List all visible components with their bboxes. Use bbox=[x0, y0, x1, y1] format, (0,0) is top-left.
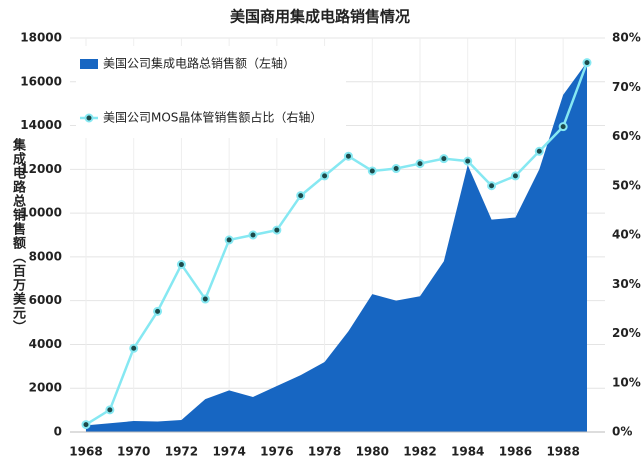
x-tick-label: 1982 bbox=[403, 445, 436, 459]
marker bbox=[176, 260, 186, 270]
y2-tick-label: 10% bbox=[612, 375, 641, 389]
marker bbox=[343, 151, 353, 161]
marker bbox=[510, 171, 520, 181]
y-tick-label: 16000 bbox=[20, 74, 62, 88]
chart-title: 美国商用集成电路销售情况 bbox=[230, 8, 410, 26]
y2-tick-label: 70% bbox=[612, 80, 641, 94]
y-tick-label: 18000 bbox=[20, 31, 62, 45]
y2-tick-label: 60% bbox=[612, 129, 641, 143]
marker bbox=[582, 58, 592, 68]
marker bbox=[463, 156, 473, 166]
x-tick-label: 1968 bbox=[69, 445, 102, 459]
line bbox=[85, 62, 589, 426]
marker bbox=[487, 181, 497, 191]
marker bbox=[391, 164, 401, 174]
marker bbox=[415, 159, 425, 169]
marker bbox=[105, 405, 115, 415]
x-tick-label: 1988 bbox=[546, 445, 579, 459]
legend-marker bbox=[84, 113, 94, 123]
y2-tick-label: 40% bbox=[612, 228, 641, 242]
y-tick-label: 0 bbox=[54, 425, 62, 439]
y-tick-label: 6000 bbox=[29, 293, 62, 307]
x-tick-label: 1978 bbox=[308, 445, 341, 459]
y2-tick-label: 80% bbox=[612, 31, 641, 45]
marker bbox=[439, 154, 449, 164]
legend-box bbox=[76, 46, 346, 138]
marker bbox=[296, 191, 306, 201]
marker bbox=[153, 306, 163, 316]
marker bbox=[272, 225, 282, 235]
y-tick-label: 10000 bbox=[20, 206, 62, 220]
y-tick-label: 12000 bbox=[20, 162, 62, 176]
x-tick-label: 1970 bbox=[117, 445, 150, 459]
legend-label: 美国公司集成电路总销售额（左轴） bbox=[103, 56, 295, 71]
x-tick-label: 1976 bbox=[260, 445, 293, 459]
marker bbox=[534, 146, 544, 156]
x-tick-label: 1986 bbox=[499, 445, 532, 459]
legend-swatch bbox=[80, 59, 98, 69]
y2-tick-label: 50% bbox=[612, 178, 641, 192]
y2-tick-label: 20% bbox=[612, 326, 641, 340]
y2-tick-label: 0% bbox=[612, 425, 632, 439]
x-tick-label: 1972 bbox=[165, 445, 198, 459]
x-tick-label: 1974 bbox=[212, 445, 245, 459]
marker bbox=[320, 171, 330, 181]
y-axis-label: 集成电路总销售额（百万美元） bbox=[10, 138, 25, 334]
marker bbox=[81, 420, 91, 430]
y-tick-label: 4000 bbox=[29, 337, 62, 351]
x-tick-label: 1984 bbox=[451, 445, 484, 459]
y-tick-label: 2000 bbox=[29, 381, 62, 395]
marker bbox=[224, 235, 234, 245]
legend-label: 美国公司MOS晶体管销售额占比（右轴） bbox=[103, 110, 322, 125]
y-tick-label: 14000 bbox=[20, 118, 62, 132]
marker bbox=[200, 294, 210, 304]
marker bbox=[129, 343, 139, 353]
area bbox=[86, 62, 587, 432]
marker bbox=[248, 230, 258, 240]
y-tick-label: 8000 bbox=[29, 249, 62, 263]
x-tick-label: 1980 bbox=[356, 445, 389, 459]
marker bbox=[558, 122, 568, 132]
y2-tick-label: 30% bbox=[612, 277, 641, 291]
marker bbox=[367, 166, 377, 176]
